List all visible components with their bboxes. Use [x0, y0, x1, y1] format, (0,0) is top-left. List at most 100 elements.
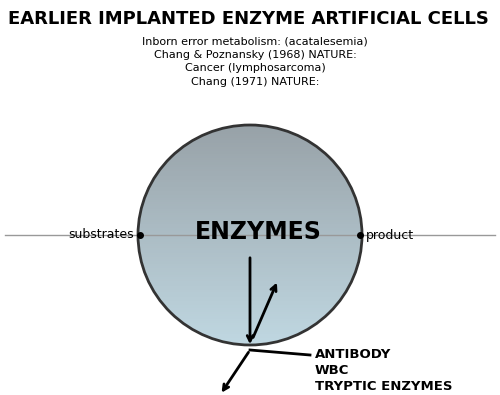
Text: substrates: substrates [68, 228, 134, 241]
Bar [136, 215, 364, 217]
Bar [136, 261, 364, 263]
Bar [136, 292, 364, 294]
Bar [136, 319, 364, 321]
Bar [136, 209, 364, 211]
Bar [136, 277, 364, 279]
Bar [136, 173, 364, 176]
Bar [136, 149, 364, 151]
Bar [136, 127, 364, 130]
Bar [136, 259, 364, 261]
Bar [136, 308, 364, 310]
Bar [136, 193, 364, 196]
Bar [136, 235, 364, 237]
Bar [136, 200, 364, 202]
Bar [136, 145, 364, 147]
Bar [136, 156, 364, 158]
Bar [136, 202, 364, 204]
Bar [136, 266, 364, 268]
Bar [136, 154, 364, 156]
Bar [136, 252, 364, 255]
Bar [136, 268, 364, 270]
Bar [136, 162, 364, 165]
Bar [136, 257, 364, 259]
Bar [136, 211, 364, 213]
Bar [136, 329, 364, 332]
Bar [136, 140, 364, 143]
Bar [136, 226, 364, 228]
Bar [136, 294, 364, 297]
Bar [136, 186, 364, 189]
Text: ANTIBODY: ANTIBODY [315, 348, 392, 361]
Bar [136, 339, 364, 340]
Bar [136, 196, 364, 198]
Bar [136, 217, 364, 220]
Bar [136, 303, 364, 305]
Bar [136, 246, 364, 248]
Bar [136, 134, 364, 136]
Bar [136, 136, 364, 138]
Text: WBC: WBC [315, 365, 350, 378]
Bar [136, 305, 364, 308]
Bar [136, 270, 364, 273]
Bar [136, 158, 364, 160]
Bar [136, 325, 364, 327]
Bar [136, 220, 364, 222]
Bar [136, 130, 364, 132]
Bar [136, 171, 364, 173]
Bar [136, 288, 364, 290]
Bar [136, 312, 364, 314]
Bar [136, 281, 364, 283]
Bar [136, 334, 364, 336]
Bar [136, 125, 364, 127]
Bar [136, 283, 364, 286]
Bar [136, 279, 364, 281]
Bar [136, 263, 364, 266]
Text: TRYPTIC ENZYMES: TRYPTIC ENZYMES [315, 380, 452, 393]
Bar [136, 314, 364, 316]
Bar [136, 316, 364, 319]
Bar [136, 242, 364, 244]
Bar [136, 147, 364, 149]
Bar [136, 275, 364, 277]
Bar [136, 231, 364, 233]
Bar [136, 332, 364, 334]
Bar [136, 310, 364, 312]
Bar [136, 321, 364, 323]
Bar [136, 237, 364, 239]
Bar [136, 222, 364, 224]
Bar [136, 301, 364, 303]
Bar [136, 244, 364, 246]
Bar [136, 323, 364, 325]
Bar [136, 143, 364, 145]
Bar [136, 233, 364, 235]
Bar [136, 160, 364, 162]
Bar [136, 248, 364, 250]
Bar [136, 182, 364, 184]
Bar [136, 191, 364, 193]
Text: Cancer (lymphosarcoma): Cancer (lymphosarcoma) [184, 63, 326, 73]
Bar [136, 336, 364, 339]
Bar [136, 340, 364, 343]
Bar [136, 299, 364, 301]
Bar [136, 167, 364, 169]
Bar [136, 180, 364, 182]
Bar [136, 343, 364, 345]
Bar [136, 228, 364, 231]
Text: ENZYMES: ENZYMES [194, 220, 322, 244]
Text: EARLIER IMPLANTED ENZYME ARTIFICIAL CELLS: EARLIER IMPLANTED ENZYME ARTIFICIAL CELL… [8, 10, 488, 28]
Text: Inborn error metabolism: (acatalesemia): Inborn error metabolism: (acatalesemia) [142, 36, 368, 46]
Bar [136, 255, 364, 257]
Bar [136, 286, 364, 288]
Text: product: product [366, 228, 414, 241]
Bar [136, 250, 364, 252]
Bar [136, 184, 364, 186]
Bar [136, 224, 364, 226]
Bar [136, 327, 364, 329]
Bar [136, 176, 364, 178]
Bar [136, 213, 364, 215]
Bar [136, 204, 364, 207]
Bar [136, 151, 364, 154]
Bar [136, 169, 364, 171]
Text: Chang (1971) NATURE:: Chang (1971) NATURE: [191, 77, 319, 87]
Bar [136, 290, 364, 292]
